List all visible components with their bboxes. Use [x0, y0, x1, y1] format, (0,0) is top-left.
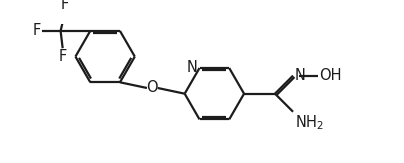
- Text: OH: OH: [320, 68, 342, 83]
- Text: F: F: [32, 23, 40, 38]
- Text: O: O: [147, 81, 158, 96]
- Text: N: N: [187, 60, 198, 75]
- Text: F: F: [59, 49, 67, 64]
- Text: NH$_2$: NH$_2$: [295, 113, 324, 132]
- Text: N: N: [295, 68, 305, 83]
- Text: F: F: [61, 0, 69, 12]
